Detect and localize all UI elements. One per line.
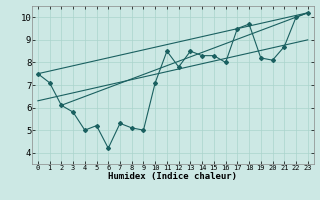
- X-axis label: Humidex (Indice chaleur): Humidex (Indice chaleur): [108, 172, 237, 181]
